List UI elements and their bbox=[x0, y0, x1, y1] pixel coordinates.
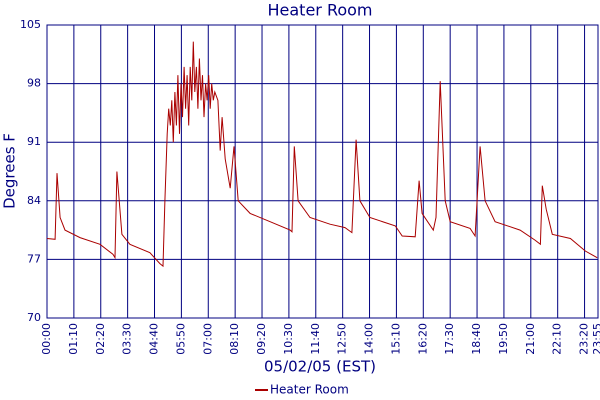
y-tick-label: 84 bbox=[27, 194, 41, 207]
x-tick-label: 08:10 bbox=[228, 323, 241, 355]
legend-label: Heater Room bbox=[270, 383, 349, 397]
x-tick-label: 19:50 bbox=[497, 323, 510, 355]
x-tick-label: 22:10 bbox=[551, 323, 564, 355]
x-tick-label: 11:40 bbox=[309, 323, 322, 355]
x-tick-label: 21:00 bbox=[524, 323, 537, 355]
x-tick-label: 02:20 bbox=[94, 323, 107, 355]
x-axis-label: 05/02/05 (EST) bbox=[264, 358, 376, 376]
y-tick-label: 91 bbox=[27, 135, 41, 148]
x-tick-label: 17:30 bbox=[443, 323, 456, 355]
x-tick-label: 14:00 bbox=[363, 323, 376, 355]
y-axis-label: Degrees F bbox=[1, 133, 19, 209]
x-tick-label: 03:30 bbox=[121, 323, 134, 355]
x-tick-label: 15:10 bbox=[389, 323, 402, 355]
x-tick-label: 09:20 bbox=[255, 323, 268, 355]
x-tick-label: 23:55 bbox=[591, 323, 600, 355]
x-tick-label: 07:00 bbox=[201, 323, 214, 355]
chart-title: Heater Room bbox=[267, 1, 372, 20]
x-tick-label: 23:20 bbox=[578, 323, 591, 355]
x-tick-label: 00:00 bbox=[40, 323, 53, 355]
y-tick-label: 77 bbox=[27, 252, 41, 265]
x-tick-label: 12:50 bbox=[336, 323, 349, 355]
y-tick-label: 105 bbox=[20, 18, 41, 31]
y-tick-label: 70 bbox=[27, 311, 41, 324]
x-tick-label: 05:50 bbox=[174, 323, 187, 355]
plot-area bbox=[46, 24, 599, 319]
x-tick-label: 01:10 bbox=[67, 323, 80, 355]
x-tick-label: 04:40 bbox=[148, 323, 161, 355]
x-tick-label: 16:20 bbox=[416, 323, 429, 355]
x-tick-label: 18:40 bbox=[470, 323, 483, 355]
y-tick-label: 98 bbox=[27, 77, 41, 90]
series-line bbox=[46, 41, 598, 268]
x-tick-label: 10:30 bbox=[282, 323, 295, 355]
